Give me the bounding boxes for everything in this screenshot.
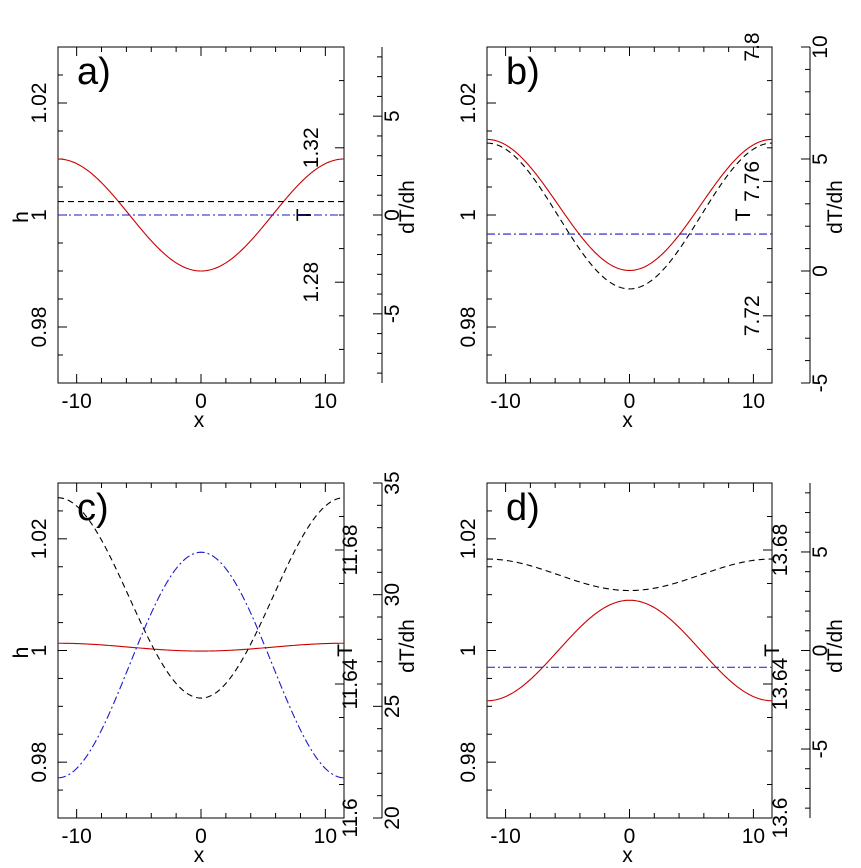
y2-tick-label: 11.6 xyxy=(339,798,362,837)
y-tick-label: 1.02 xyxy=(28,518,51,559)
y3-tick-label: 0 xyxy=(809,265,832,277)
series-h-line xyxy=(487,138,772,271)
series-h-line xyxy=(487,599,772,702)
x-axis-label: x xyxy=(622,844,633,863)
y2-tick-label: 7.72 xyxy=(741,295,764,336)
y-tick-label: 1.02 xyxy=(28,83,51,124)
x-tick-label: 0 xyxy=(624,825,636,848)
x-tick-label: 10 xyxy=(742,390,765,413)
series-T-line xyxy=(487,142,772,290)
y2-tick-label: 11.68 xyxy=(339,525,362,576)
y-tick-label: 1.02 xyxy=(457,518,480,559)
x-tick-label: 0 xyxy=(624,390,636,413)
panel-c: -10 0 10 x 0.98 1 1.02 h 11.6 11.64 11.68 T 20 25 30 35… xyxy=(10,471,419,867)
x-axis-label: x xyxy=(622,409,633,432)
y3-tick-label: -5 xyxy=(381,304,404,323)
y3-tick-label: 0 xyxy=(809,645,832,657)
y2-tick-label: 13.64 xyxy=(769,657,792,710)
y2-tick-label: 1.32 xyxy=(300,127,323,168)
x-tick-label: 10 xyxy=(314,390,337,413)
y-tick-label: 1 xyxy=(28,209,51,221)
y3-tick-label: -5 xyxy=(809,374,832,393)
y-tick-label: 0.98 xyxy=(28,742,51,783)
x-tick-label: 10 xyxy=(314,825,337,848)
plot-frame xyxy=(57,482,345,819)
y2-axis-label: T xyxy=(761,644,784,657)
y-tick-label: 0.98 xyxy=(457,307,480,348)
y3-tick-label: -5 xyxy=(809,740,832,759)
y3-axis-label: dT/dh xyxy=(824,180,847,234)
x-tick-label: 0 xyxy=(195,390,207,413)
y2-tick-label: 7.8 xyxy=(741,32,764,61)
y3-axis-label: dT/dh xyxy=(824,619,847,673)
series-h-line xyxy=(58,642,344,652)
panel-b: -10 0 10x0.9811.02h7.727.767.8T-50510dT/dh… xyxy=(10,32,847,432)
y-tick-label: 1 xyxy=(28,645,51,657)
x-tick-label: -10 xyxy=(61,390,91,413)
y-axis-label: h xyxy=(10,647,33,659)
y-tick-label: 0.98 xyxy=(28,307,51,348)
series-h-line xyxy=(58,158,344,272)
y2-tick-label: 13.6 xyxy=(769,798,792,839)
y3-tick-label: 20 xyxy=(381,806,404,829)
y-tick-label: 1 xyxy=(457,209,480,221)
y2-tick-label: 1.28 xyxy=(300,262,323,303)
y-axis-label: h xyxy=(10,647,33,659)
x-axis-label: x xyxy=(194,409,205,432)
y3-tick-label: 5 xyxy=(809,546,832,558)
series-T-line xyxy=(487,558,772,592)
panel-label: d) xyxy=(506,487,540,529)
plot-frame xyxy=(486,482,773,819)
y-tick-label: 1 xyxy=(457,645,480,657)
series-dTdh-line xyxy=(58,551,344,779)
y3-tick-label: 5 xyxy=(381,110,404,122)
y3-tick-label: 10 xyxy=(809,35,832,58)
y2-axis-label: T xyxy=(732,208,755,221)
y3-tick-label: 25 xyxy=(381,695,404,718)
x-tick-label: -10 xyxy=(490,825,520,848)
panel-label: b) xyxy=(506,51,540,93)
x-axis-label: x xyxy=(194,844,205,863)
y-axis-label: h xyxy=(10,211,33,223)
y3-tick-label: 0 xyxy=(381,209,404,221)
panel-d: -10 0 10x0.9811.02h13.613.6413.68T-505dT/d… xyxy=(10,482,847,867)
y-tick-label: 0.98 xyxy=(457,742,480,783)
x-tick-label: -10 xyxy=(61,825,91,848)
x-tick-label: -10 xyxy=(490,390,520,413)
panel-label: a) xyxy=(77,51,111,93)
y3-tick-label: 5 xyxy=(809,153,832,165)
y2-tick-label: 7.76 xyxy=(741,161,764,202)
y-axis-label: h xyxy=(10,211,33,223)
plot-frame xyxy=(486,46,773,384)
y2-tick-label: 11.64 xyxy=(339,658,362,709)
x-tick-label: 0 xyxy=(195,825,207,848)
x-tick-label: 10 xyxy=(742,825,765,848)
y3-tick-label: 35 xyxy=(381,471,404,494)
y3-axis-label: dT/dh xyxy=(396,180,419,234)
y2-axis-label: T xyxy=(334,644,357,657)
y3-axis-label: dT/dh xyxy=(396,619,419,673)
series-T-line xyxy=(58,497,344,699)
y3-tick-label: 30 xyxy=(381,583,404,606)
y2-tick-label: 13.68 xyxy=(769,524,792,577)
panel-label: c) xyxy=(77,487,109,529)
y-tick-label: 1.02 xyxy=(457,83,480,124)
